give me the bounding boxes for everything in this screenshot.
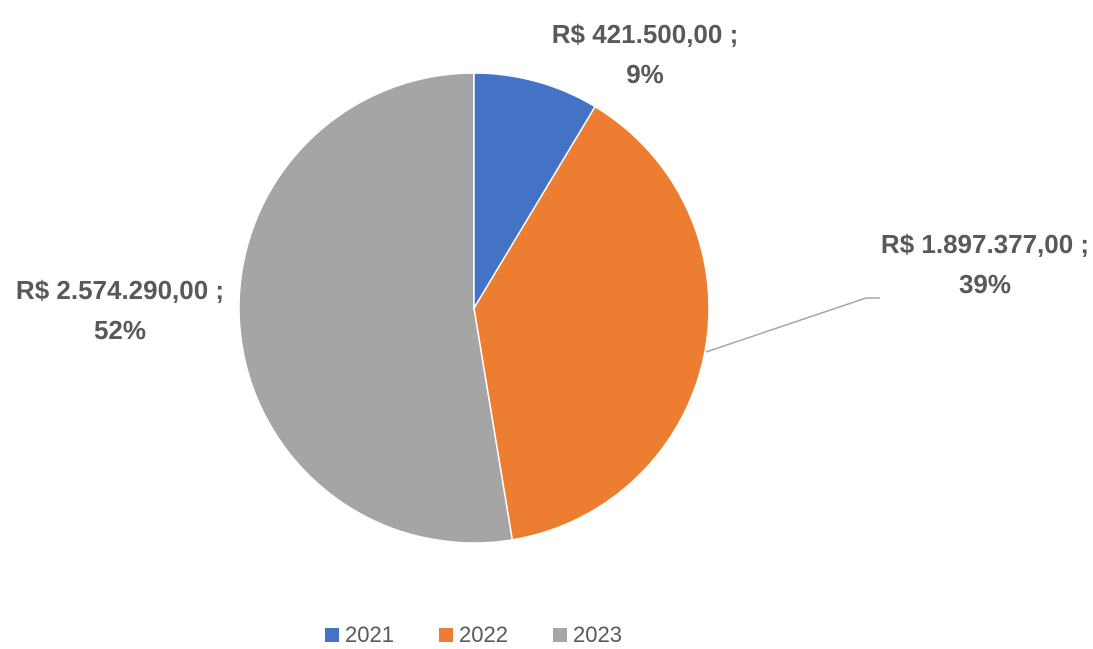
legend-swatch xyxy=(325,628,339,642)
legend-label: 2021 xyxy=(345,622,394,647)
data-label: R$ 421.500,00 ; 9% xyxy=(551,19,739,89)
legend-label: 2023 xyxy=(573,622,622,647)
legend-label: 2022 xyxy=(459,622,508,647)
data-label: R$ 1.897.377,00 ; 39% xyxy=(880,229,1090,299)
data-label: R$ 2.574.290,00 ; 52% xyxy=(15,275,225,345)
legend-swatch xyxy=(553,628,567,642)
pie-slice xyxy=(473,105,710,541)
pie-slice xyxy=(238,72,514,544)
pie-slice xyxy=(473,72,597,311)
leader-line xyxy=(705,297,880,353)
legend-swatch xyxy=(439,628,453,642)
